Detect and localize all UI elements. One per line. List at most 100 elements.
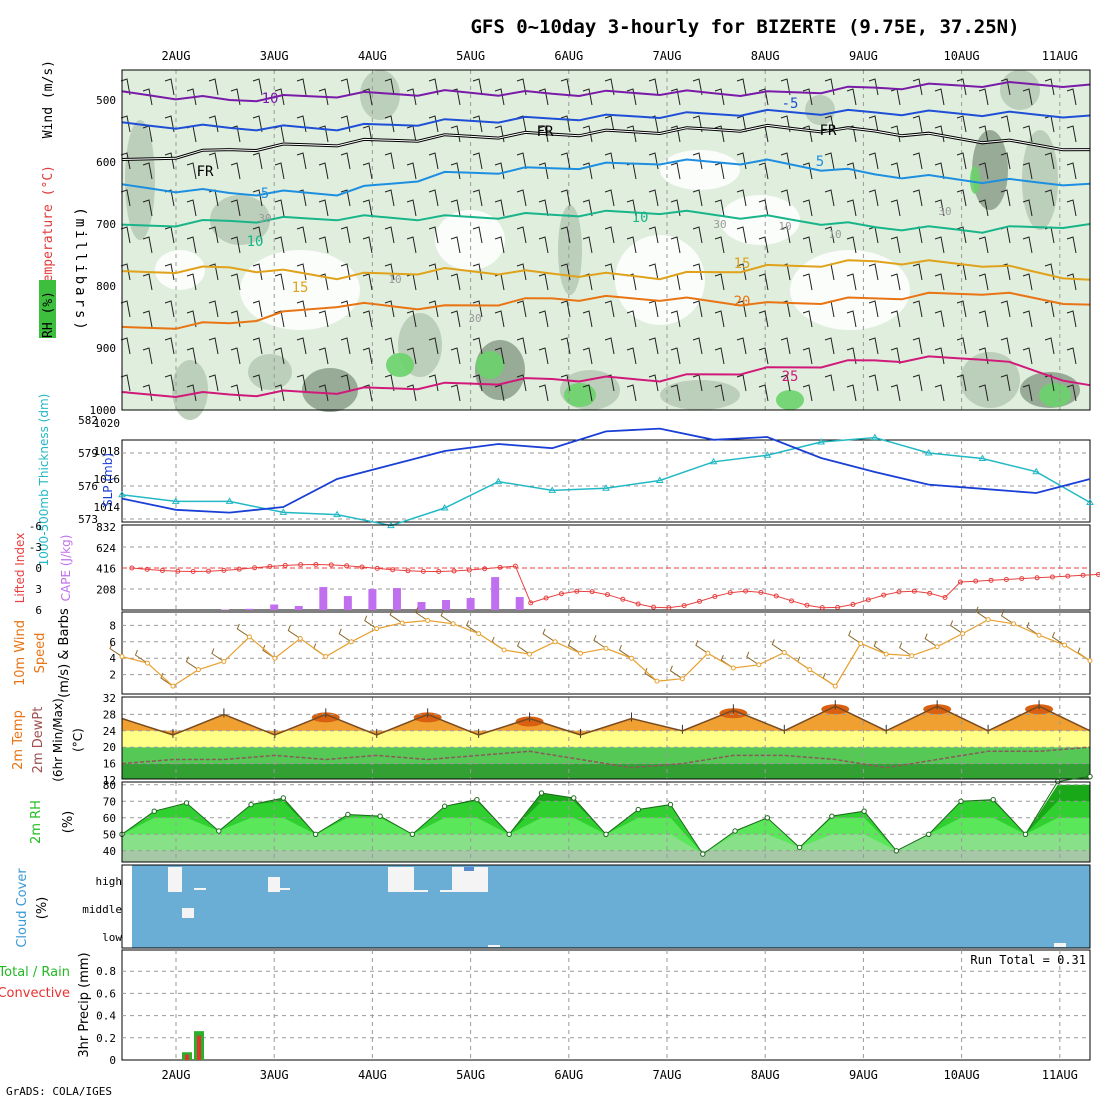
wind-barb [362,88,373,106]
precip-series-total: Total / Rain [0,965,70,980]
wind-barb [978,273,989,291]
li-marker [697,598,703,604]
wind-barb [582,88,593,106]
wind-barb [692,226,703,244]
temp-band-12-16 [122,763,1090,779]
wind-barb [714,199,725,217]
wind-barb [604,189,615,207]
wind-barb [648,337,659,355]
rh-tick: 40 [103,845,116,858]
wind-barb [142,162,153,180]
thickness-marker [171,497,180,504]
cloud-block [168,867,182,892]
date-label-top: 6AUG [554,49,583,63]
wind-barb [912,189,923,207]
wind-barb [736,226,747,244]
contour-label: FR [820,123,837,139]
cloud-frame [121,864,1091,949]
run-total: Run Total = 0.31 [970,953,1086,967]
wind-barb [296,226,307,244]
temp-area [122,706,1090,735]
wind-marker [654,678,660,684]
slp-tick: 1018 [94,445,121,458]
contour-label: 10 [262,91,279,107]
wind-marker [883,651,889,657]
wind-barb [934,236,945,254]
li-marker [727,590,733,596]
wind-barb-10m [899,642,912,657]
cape-tick: 416 [96,563,116,576]
wind-barb [582,347,593,365]
wind-barb-10m [185,656,199,671]
wind-barb [648,263,659,281]
li-marker [512,563,518,569]
wind-barb [846,273,857,291]
wind-barb [252,152,263,170]
wind-barb [604,115,615,133]
wind-barb [692,115,703,133]
wind-barb [560,374,571,392]
wind-barb [296,374,307,392]
wind-barb [450,236,461,254]
rh-marker [700,851,706,857]
wind-barb [758,199,769,217]
wind-marker [603,645,609,651]
wind-barb [604,337,615,355]
wind-barb [340,337,351,355]
li-marker [927,590,933,596]
upper-air-panel: 10 -5 FR FR FR 5 5 10 10 15 15 20 25 30 30 30 30 10 10 10 50… [90,69,1091,441]
wind-marker [1036,632,1042,638]
wind-barb [868,152,879,170]
thickness-marker [655,476,664,483]
wind-barb [1044,263,1055,281]
temp-tick: 20 [103,741,116,754]
wind-barb [912,78,923,96]
wind-barb [978,88,989,106]
wind-barb [956,115,967,133]
wind-barb [120,152,131,170]
rh-marker [441,803,448,809]
wind-barb [912,263,923,281]
li-tick: 3 [35,583,42,596]
rh-dry-area [155,250,205,290]
cape-bar [319,587,328,610]
wind-barb [846,199,857,217]
wind-barb [428,337,439,355]
wind-barb [296,263,307,281]
wind-barb [1066,384,1077,402]
wind-barb-10m [567,640,581,654]
thickness-slp-panel: 573 576 579 582 1014 1016 1018 1020 1000-500mb T… [37,394,1094,566]
wind-barb [648,189,659,207]
thickness-marker [602,484,610,491]
li-marker [1065,573,1071,579]
wind-barb [1022,347,1033,365]
wind-barb [1022,88,1033,106]
precip-tick: 0.8 [96,965,116,978]
wind-barb [780,78,791,96]
rh-blotch [248,354,292,390]
li-marker [282,562,288,568]
li-marker [911,588,917,594]
rh-blotch [660,380,740,410]
wind-marker [297,636,303,642]
thickness-marker [763,451,772,458]
li-marker [620,596,626,602]
wind-marker [858,640,864,646]
wind-barb [274,310,285,328]
wind-barb [362,310,373,328]
wind-barb [494,88,505,106]
date-label-bottom: 2AUG [162,1068,191,1082]
li-marker [436,568,442,574]
temp-2m-panel: 12 16 20 24 28 32 2m Temp 2m DewPt (6hr Min/Max)… [11,692,1091,787]
wind-barb [1000,189,1011,207]
upper-tick: 700 [96,218,116,231]
rh-tick: 60 [103,812,116,825]
wind-barb-10m [771,639,785,653]
rh-blotch [558,205,582,295]
wind-barb [692,300,703,318]
date-label-bottom: 9AUG [849,1068,878,1082]
thickness-marker [440,504,449,511]
wind-barb [296,300,307,318]
wind-barb [1044,152,1055,170]
rh-marker [667,801,674,808]
